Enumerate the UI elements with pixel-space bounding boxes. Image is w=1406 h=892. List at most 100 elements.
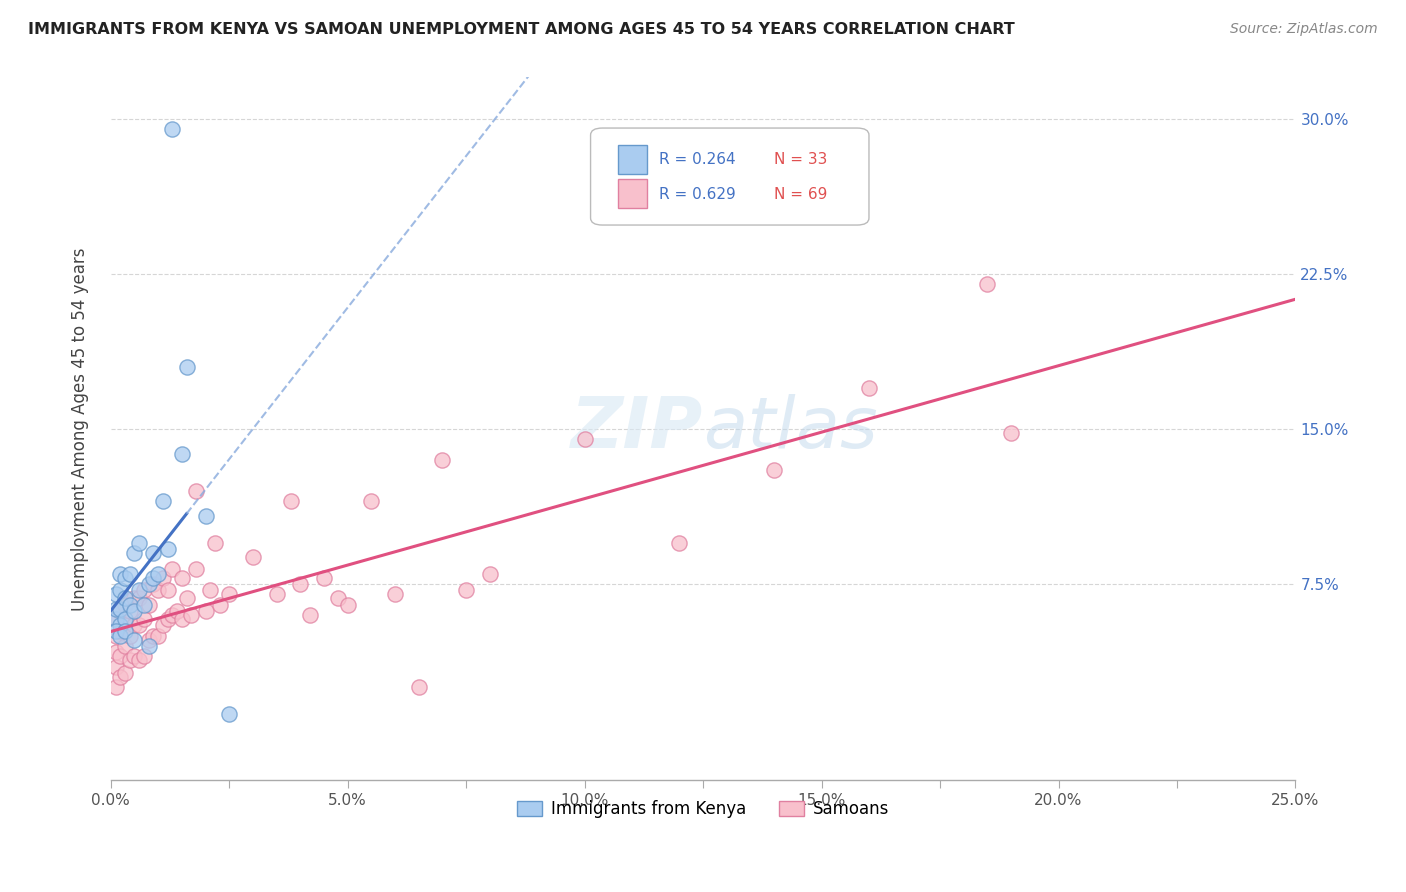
Point <box>162 562 184 576</box>
Bar <box>617 178 647 208</box>
Point <box>166 604 188 618</box>
Point <box>104 680 127 694</box>
Point <box>146 583 169 598</box>
Text: IMMIGRANTS FROM KENYA VS SAMOAN UNEMPLOYMENT AMONG AGES 45 TO 54 YEARS CORRELATI: IMMIGRANTS FROM KENYA VS SAMOAN UNEMPLOY… <box>28 22 1015 37</box>
Point <box>118 566 141 581</box>
Point <box>114 665 136 680</box>
Point <box>104 601 127 615</box>
Point <box>194 604 217 618</box>
Point <box>142 629 165 643</box>
Point <box>218 707 240 722</box>
Point <box>152 618 174 632</box>
Text: ZIP: ZIP <box>571 394 703 463</box>
Point <box>432 453 454 467</box>
Point <box>114 571 136 585</box>
Point <box>132 612 155 626</box>
Point <box>290 577 312 591</box>
Point <box>110 604 132 618</box>
Point <box>170 447 193 461</box>
Point <box>124 618 146 632</box>
Point <box>124 591 146 606</box>
Point <box>104 645 127 659</box>
Point <box>110 670 132 684</box>
Point <box>118 653 141 667</box>
Point <box>132 598 155 612</box>
Point <box>118 604 141 618</box>
Point <box>124 546 146 560</box>
Point <box>110 624 132 639</box>
Point <box>1000 425 1022 440</box>
Point <box>184 562 207 576</box>
Point <box>156 583 179 598</box>
Point <box>218 587 240 601</box>
Point <box>176 591 198 606</box>
Point <box>142 571 165 585</box>
Point <box>146 629 169 643</box>
Point <box>170 571 193 585</box>
Point <box>114 598 136 612</box>
Text: N = 69: N = 69 <box>775 186 828 202</box>
Point <box>124 632 146 647</box>
Point <box>110 649 132 664</box>
Point <box>384 587 406 601</box>
Point <box>456 583 478 598</box>
Point <box>104 612 127 626</box>
Point <box>336 598 359 612</box>
Point <box>110 629 132 643</box>
Point <box>118 629 141 643</box>
Point <box>146 566 169 581</box>
Point <box>162 607 184 622</box>
Point <box>128 535 150 549</box>
Point <box>104 587 127 601</box>
Point <box>110 601 132 615</box>
Point <box>118 598 141 612</box>
Point <box>114 612 136 626</box>
Text: N = 33: N = 33 <box>775 153 828 167</box>
Point <box>152 494 174 508</box>
Point <box>124 649 146 664</box>
Point <box>180 607 202 622</box>
Point <box>858 380 880 394</box>
Point <box>110 566 132 581</box>
Text: Source: ZipAtlas.com: Source: ZipAtlas.com <box>1230 22 1378 37</box>
Point <box>142 577 165 591</box>
Point <box>132 649 155 664</box>
Point <box>104 612 127 626</box>
Point <box>114 591 136 606</box>
Point <box>138 598 160 612</box>
Point <box>242 549 264 564</box>
Point <box>574 432 596 446</box>
Point <box>328 591 350 606</box>
Point <box>138 639 160 653</box>
Point <box>156 541 179 556</box>
Point <box>176 359 198 374</box>
Point <box>204 535 226 549</box>
Point <box>128 618 150 632</box>
Point <box>110 583 132 598</box>
Point <box>128 591 150 606</box>
Point <box>114 618 136 632</box>
Point <box>298 607 321 622</box>
Point <box>142 546 165 560</box>
Point <box>114 624 136 639</box>
Point <box>360 494 382 508</box>
Point <box>124 604 146 618</box>
Point <box>170 612 193 626</box>
Point <box>162 122 184 136</box>
Point <box>478 566 501 581</box>
Point <box>128 583 150 598</box>
Point <box>138 632 160 647</box>
Point <box>312 571 335 585</box>
Point <box>408 680 430 694</box>
Point <box>156 612 179 626</box>
Point <box>184 483 207 498</box>
Point <box>280 494 302 508</box>
Point <box>104 629 127 643</box>
Legend: Immigrants from Kenya, Samoans: Immigrants from Kenya, Samoans <box>510 793 896 825</box>
Point <box>668 535 690 549</box>
Bar <box>617 145 647 175</box>
Text: R = 0.264: R = 0.264 <box>659 153 735 167</box>
Text: atlas: atlas <box>703 394 877 463</box>
FancyBboxPatch shape <box>591 128 869 225</box>
Y-axis label: Unemployment Among Ages 45 to 54 years: Unemployment Among Ages 45 to 54 years <box>72 247 89 611</box>
